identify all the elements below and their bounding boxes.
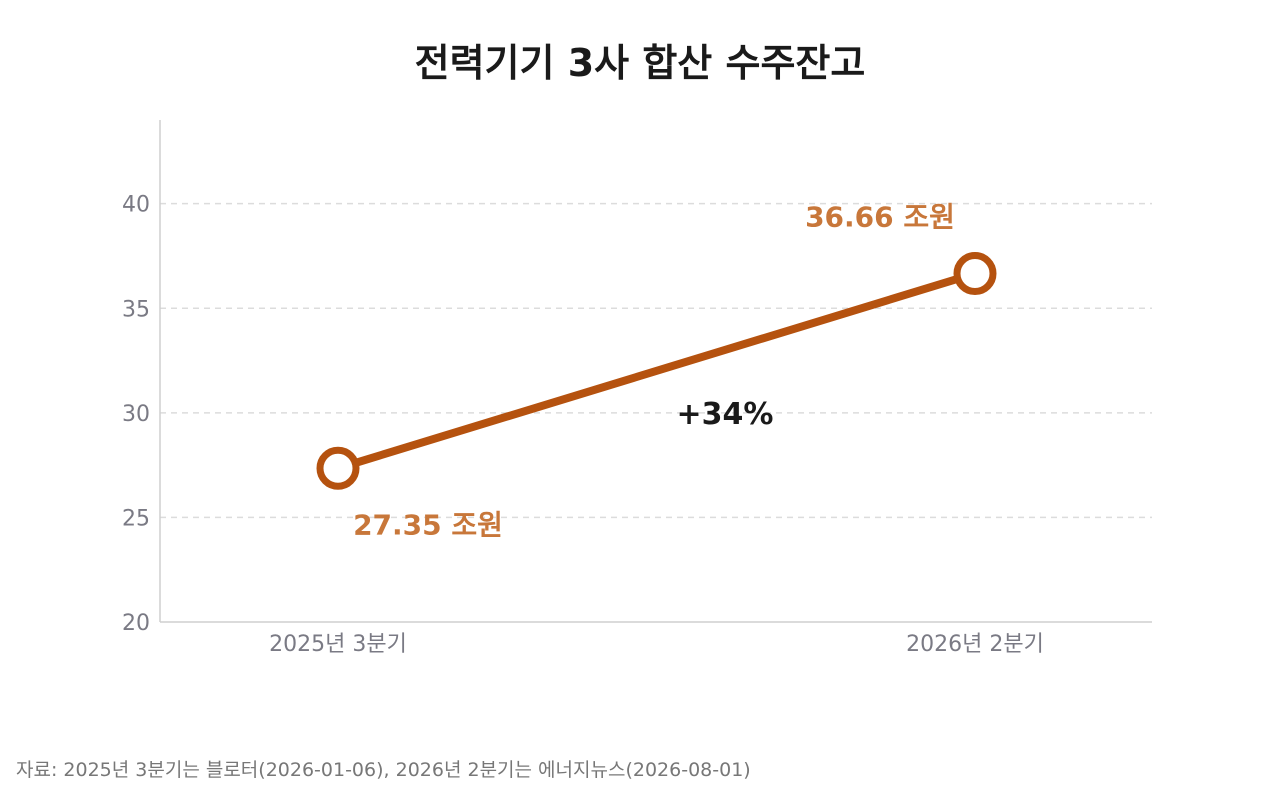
growth-annotation: +34% [677,397,774,432]
y-tick-label: 35 [122,297,150,322]
x-tick-label: 2025년 3분기 [269,632,407,657]
source-note: 자료: 2025년 3분기는 블로터(2026-01-06), 2026년 2분… [16,759,751,781]
y-tick-label: 20 [122,611,150,636]
series-line [334,269,979,473]
data-point [316,446,360,490]
x-tick-label: 2026년 2분기 [906,632,1044,657]
data-label: 36.66 조원 [805,201,955,234]
chart-title: 전력기기 3사 합산 수주잔고 [414,41,866,85]
data-point [953,252,997,296]
y-tick-label: 30 [122,402,150,427]
y-tick-label: 40 [122,193,150,218]
y-tick-label: 25 [122,506,150,531]
data-label: 27.35 조원 [353,508,503,541]
